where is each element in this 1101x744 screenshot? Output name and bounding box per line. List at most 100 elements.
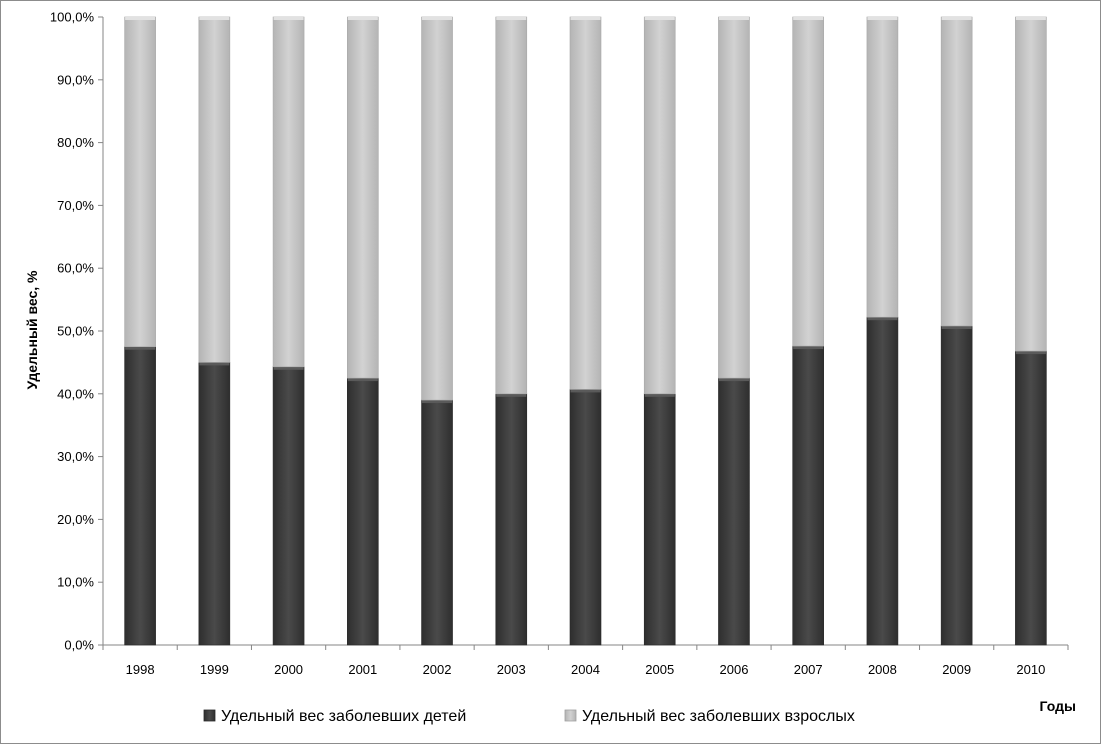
bar-segment-cap [718, 17, 749, 20]
bar-children-2007 [792, 345, 824, 646]
bar-segment [495, 393, 528, 646]
legend-label: Удельный вес заболевших взрослых [582, 708, 855, 725]
bar-children-2002 [421, 399, 453, 646]
bar-segment [718, 16, 750, 379]
bar-adults-2002 [421, 16, 453, 401]
x-tick-label: 1999 [200, 662, 229, 677]
x-tick-label: 2005 [645, 662, 674, 677]
bar-segment-cap [941, 325, 972, 329]
x-axis: 1998 1999 2000 2001 2002 2003 2004 2005 2006 2007… [102, 644, 1069, 677]
bar-adults-2005 [643, 16, 676, 395]
y-tick-label: 50,0% [57, 324, 94, 339]
bar-segment-cap [941, 17, 972, 20]
bar-segment-cap [199, 362, 230, 366]
bar-segment [792, 16, 824, 347]
bar-segment-cap [867, 317, 898, 321]
bar-children-2000 [272, 366, 305, 646]
bar-adults-2001 [347, 16, 379, 379]
bar-children-2001 [347, 377, 379, 646]
legend-swatch [203, 709, 216, 722]
bar-children-2009 [940, 325, 973, 646]
bar-segment [347, 16, 379, 379]
bar-segment-cap [273, 17, 304, 20]
bar-children-1999 [198, 362, 231, 646]
y-tick-label: 100,0% [50, 10, 95, 25]
bar-adults-2007 [792, 16, 824, 347]
legend-label: Удельный вес заболевших детей [221, 708, 466, 725]
bar-segment-cap [644, 393, 675, 397]
bar-segment-cap [422, 17, 453, 20]
x-tick-label: 2002 [423, 662, 452, 677]
bar-segment-cap [793, 17, 824, 20]
bar-segment [347, 377, 379, 646]
bar-segment [272, 16, 305, 368]
bars-group [124, 16, 1047, 646]
bar-segment-cap [125, 346, 156, 350]
legend-swatch [564, 709, 577, 722]
bar-segment [718, 377, 750, 646]
bar-adults-2010 [1015, 16, 1047, 352]
y-tick-label: 10,0% [57, 575, 94, 590]
bar-segment [866, 316, 899, 646]
x-tick-label: 1998 [126, 662, 155, 677]
y-tick-label: 0,0% [64, 638, 94, 653]
bar-segment-cap [570, 17, 601, 20]
bar-children-2010 [1015, 350, 1047, 646]
bar-segment [272, 366, 305, 646]
bar-adults-2000 [272, 16, 305, 368]
bar-segment [124, 16, 156, 348]
x-tick-label: 2004 [571, 662, 600, 677]
bar-segment-cap [570, 389, 601, 393]
bar-segment [643, 393, 676, 646]
bar-segment [940, 325, 973, 646]
y-tick-label: 80,0% [57, 135, 94, 150]
bar-adults-2008 [866, 16, 899, 318]
bar-segment-cap [347, 17, 378, 20]
bar-adults-2003 [495, 16, 528, 395]
bar-segment [643, 16, 676, 395]
bar-segment-cap [496, 17, 527, 20]
x-tick-label: 2010 [1016, 662, 1045, 677]
bar-segment [421, 16, 453, 401]
bar-segment-cap [1015, 17, 1046, 20]
bar-adults-2009 [940, 16, 973, 327]
y-tick-label: 70,0% [57, 198, 94, 213]
bar-segment [1015, 350, 1047, 646]
bar-children-2004 [569, 389, 602, 646]
bar-segment [866, 16, 899, 318]
x-tick-label: 2006 [720, 662, 749, 677]
bar-children-2008 [866, 316, 899, 646]
x-tick-label: 2001 [348, 662, 377, 677]
y-tick-label: 60,0% [57, 261, 94, 276]
bar-segment [198, 16, 231, 363]
bar-segment [198, 362, 231, 646]
bar-segment [124, 346, 156, 646]
bar-segment-cap [273, 366, 304, 370]
x-tick-label: 2003 [497, 662, 526, 677]
y-tick-label: 90,0% [57, 72, 94, 87]
bar-segment [940, 16, 973, 327]
bar-children-1998 [124, 346, 156, 646]
legend-item-children: Удельный вес заболевших детей [203, 708, 466, 725]
bar-adults-1998 [124, 16, 156, 348]
y-axis-title: Удельный вес, % [24, 270, 40, 389]
bar-children-2006 [718, 377, 750, 646]
bar-segment [495, 16, 528, 395]
x-tick-label: 2007 [794, 662, 823, 677]
y-tick-label: 40,0% [57, 386, 94, 401]
bar-segment-cap [496, 393, 527, 397]
y-tick-label: 20,0% [57, 512, 94, 527]
x-tick-label: 2000 [274, 662, 303, 677]
bar-segment-cap [867, 17, 898, 20]
bar-segment [421, 399, 453, 646]
legend-item-adults: Удельный вес заболевших взрослых [564, 708, 855, 725]
y-axis: 0,0% 10,0% 20,0% 30,0% 40,0% 50,0% 60,0% 70,0% 8… [50, 10, 104, 653]
bar-segment-cap [1015, 351, 1046, 355]
bar-adults-2004 [569, 16, 602, 390]
bar-children-2003 [495, 393, 528, 646]
bar-segment-cap [347, 378, 378, 382]
bar-adults-2006 [718, 16, 750, 379]
y-tick-label: 30,0% [57, 449, 94, 464]
